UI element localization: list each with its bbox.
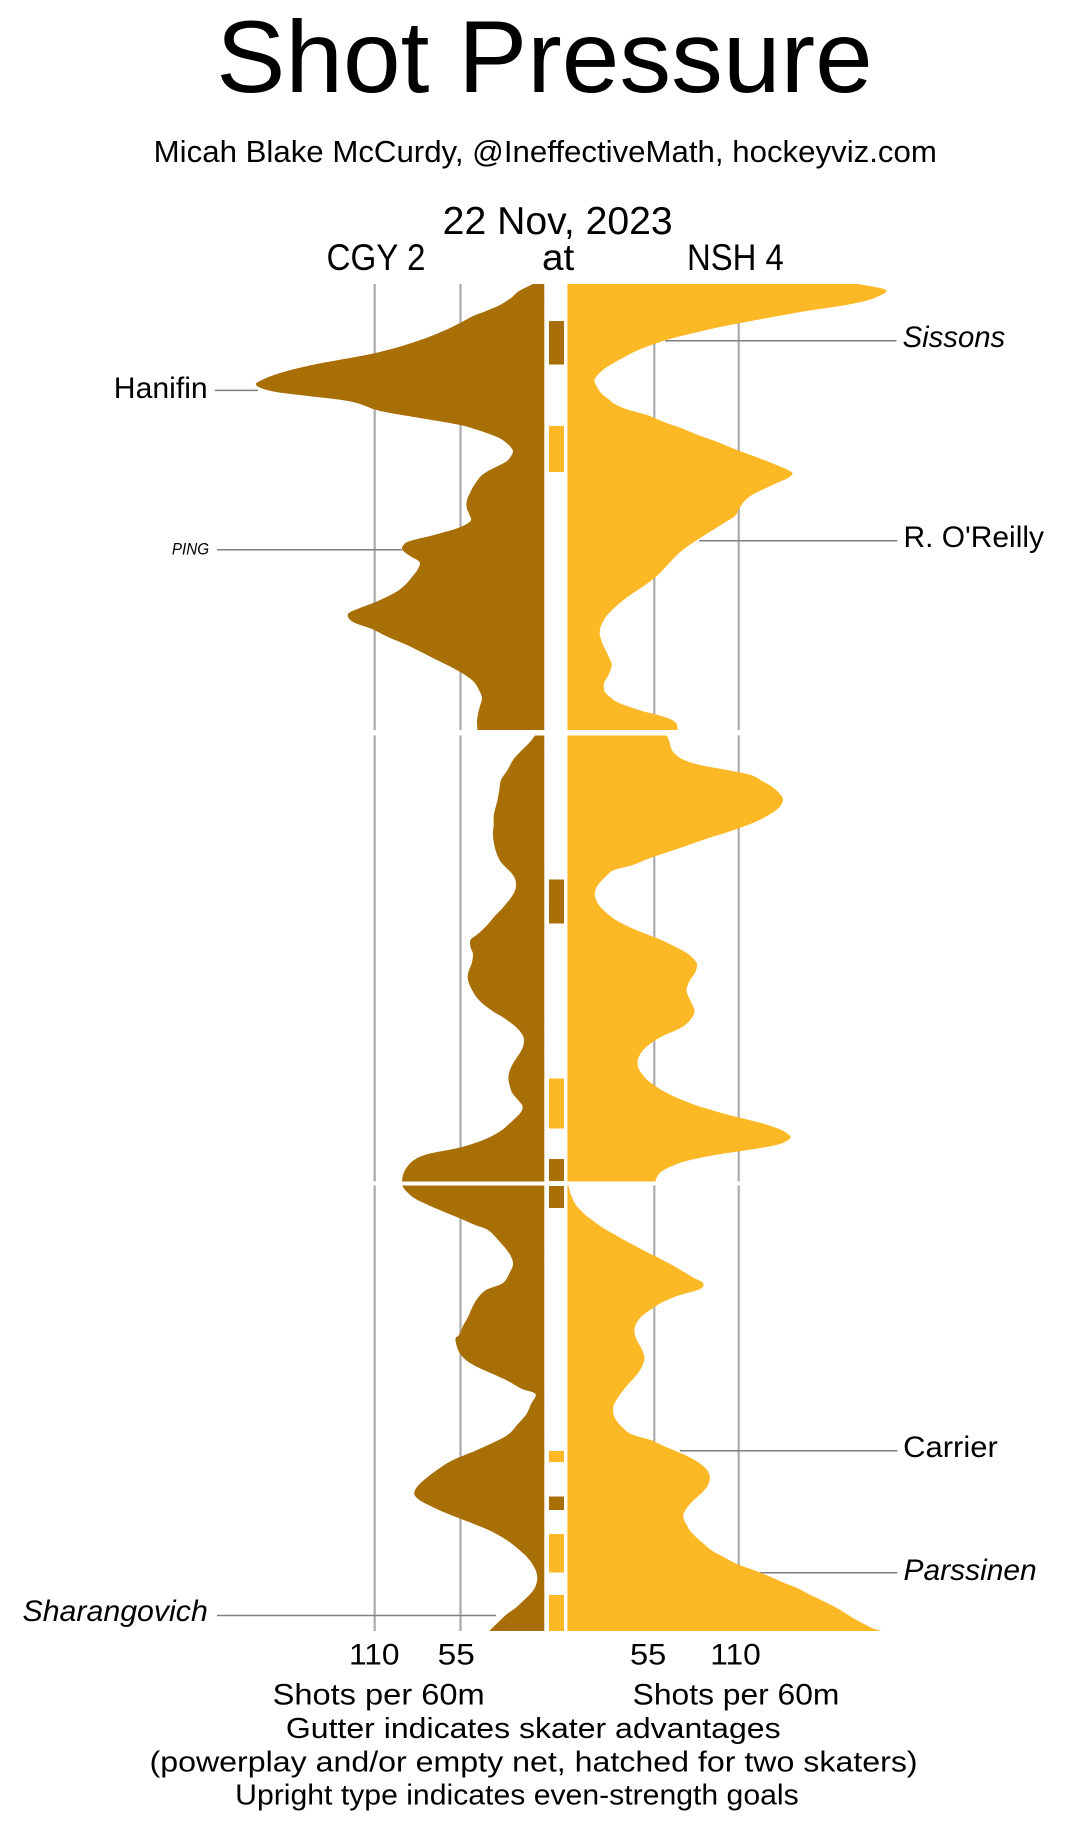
svg-text:Hanifin: Hanifin xyxy=(114,372,208,405)
svg-text:Micah Blake McCurdy, @Ineffect: Micah Blake McCurdy, @IneffectiveMath, h… xyxy=(154,135,937,169)
svg-text:Shots per 60m: Shots per 60m xyxy=(633,1679,840,1712)
svg-text:55: 55 xyxy=(438,1639,475,1672)
svg-text:Sharangovich: Sharangovich xyxy=(23,1595,208,1628)
svg-text:110: 110 xyxy=(710,1639,761,1672)
svg-text:Gutter indicates skater advant: Gutter indicates skater advantages xyxy=(286,1713,781,1745)
svg-text:R. O'Reilly: R. O'Reilly xyxy=(904,521,1045,554)
svg-text:Shots per 60m: Shots per 60m xyxy=(273,1679,485,1712)
svg-text:Parssinen: Parssinen xyxy=(904,1554,1037,1587)
svg-text:(powerplay and/or empty net, h: (powerplay and/or empty net, hatched for… xyxy=(150,1746,918,1778)
svg-text:55: 55 xyxy=(630,1639,666,1672)
svg-text:at: at xyxy=(542,236,575,278)
svg-text:Upright type indicates even-st: Upright type indicates even-strength goa… xyxy=(235,1780,799,1812)
svg-text:Carrier: Carrier xyxy=(903,1431,998,1464)
svg-text:NSH 4: NSH 4 xyxy=(687,236,784,278)
svg-text:CGY 2: CGY 2 xyxy=(327,236,426,278)
svg-text:22 Nov, 2023: 22 Nov, 2023 xyxy=(443,200,673,243)
svg-text:Shot Pressure: Shot Pressure xyxy=(216,0,872,114)
svg-text:PING: PING xyxy=(172,540,209,559)
svg-text:110: 110 xyxy=(349,1639,400,1672)
svg-text:Sissons: Sissons xyxy=(903,321,1006,354)
